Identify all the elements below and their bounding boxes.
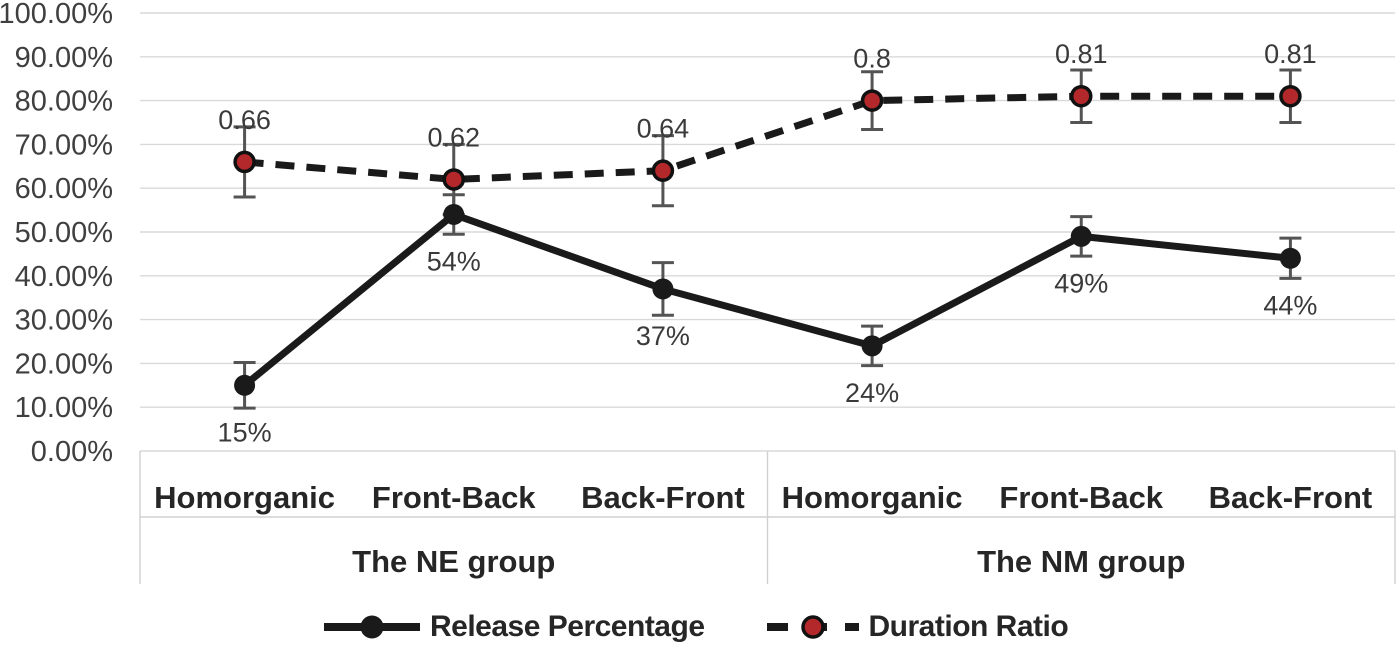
legend-label-duration-ratio: Duration Ratio	[868, 610, 1069, 643]
x-category-label: Homorganic	[782, 480, 963, 515]
data-label-release-percentage: 49%	[1054, 268, 1108, 298]
y-tick-label: 30.00%	[15, 305, 113, 337]
x-category-label: Front-Back	[999, 480, 1163, 515]
x-category-label: Homorganic	[154, 480, 335, 515]
release-percentage-line-sample-icon	[324, 615, 420, 639]
y-tick-label: 60.00%	[15, 173, 113, 205]
y-tick-label: 70.00%	[15, 129, 113, 161]
data-point-duration-ratio	[651, 159, 675, 182]
series-line-release-percentage	[242, 210, 1291, 389]
line-chart: 0.00% 10.00% 20.00% 30.00% 40.00% 50.00% 60.00…	[0, 0, 1396, 584]
red-circle-marker-icon	[800, 615, 825, 639]
data-point-duration-ratio	[442, 168, 465, 191]
data-label-duration-ratio: 0.66	[218, 105, 271, 135]
x-category-label: Front-Back	[372, 480, 536, 515]
x-group-label: The NE group	[352, 544, 555, 579]
data-label-duration-ratio: 0.64	[637, 114, 690, 144]
legend-item-duration-ratio: Duration Ratio	[765, 610, 1069, 644]
data-label-duration-ratio: 0.81	[1264, 39, 1317, 69]
data-label-release-percentage: 54%	[427, 246, 481, 276]
black-circle-marker-icon	[360, 615, 384, 639]
legend-item-release-percentage: Release Percentage	[322, 610, 705, 644]
data-point-release-percentage	[443, 203, 465, 225]
data-point-duration-ratio	[233, 150, 256, 174]
data-label-duration-ratio: 0.62	[427, 122, 480, 152]
data-label-release-percentage: 37%	[636, 321, 690, 351]
y-tick-label: 40.00%	[15, 261, 113, 293]
y-tick-label: 100.00%	[0, 0, 113, 30]
data-label-release-percentage: 44%	[1263, 290, 1317, 320]
x-category-label: Back-Front	[1209, 480, 1373, 515]
x-category-label: Back-Front	[581, 480, 745, 515]
y-tick-label: 0.00%	[31, 436, 113, 468]
legend-label-release-percentage: Release Percentage	[430, 610, 705, 643]
data-point-release-percentage	[1070, 225, 1092, 247]
y-tick-label: 10.00%	[15, 392, 113, 424]
data-point-duration-ratio	[1070, 84, 1093, 108]
legend: Release Percentage Duration Ratio	[322, 610, 1069, 644]
y-tick-label: 20.00%	[15, 348, 113, 380]
data-point-duration-ratio	[860, 89, 884, 112]
data-label-duration-ratio: 0.81	[1055, 39, 1108, 69]
data-label-duration-ratio: 0.8	[853, 44, 891, 74]
y-tick-label: 50.00%	[15, 217, 113, 249]
series-line-duration-ratio	[244, 92, 1291, 183]
data-point-release-percentage	[861, 335, 883, 357]
data-point-release-percentage	[652, 278, 674, 300]
data-point-release-percentage	[1279, 247, 1301, 269]
x-group-label: The NM group	[977, 544, 1185, 579]
data-label-release-percentage: 15%	[218, 417, 272, 447]
duration-ratio-line-sample-icon	[766, 615, 859, 639]
y-tick-label: 90.00%	[15, 42, 113, 74]
data-point-release-percentage	[234, 374, 256, 396]
data-point-duration-ratio	[1279, 84, 1302, 108]
data-label-release-percentage: 24%	[845, 378, 899, 408]
y-tick-label: 80.00%	[15, 86, 113, 118]
